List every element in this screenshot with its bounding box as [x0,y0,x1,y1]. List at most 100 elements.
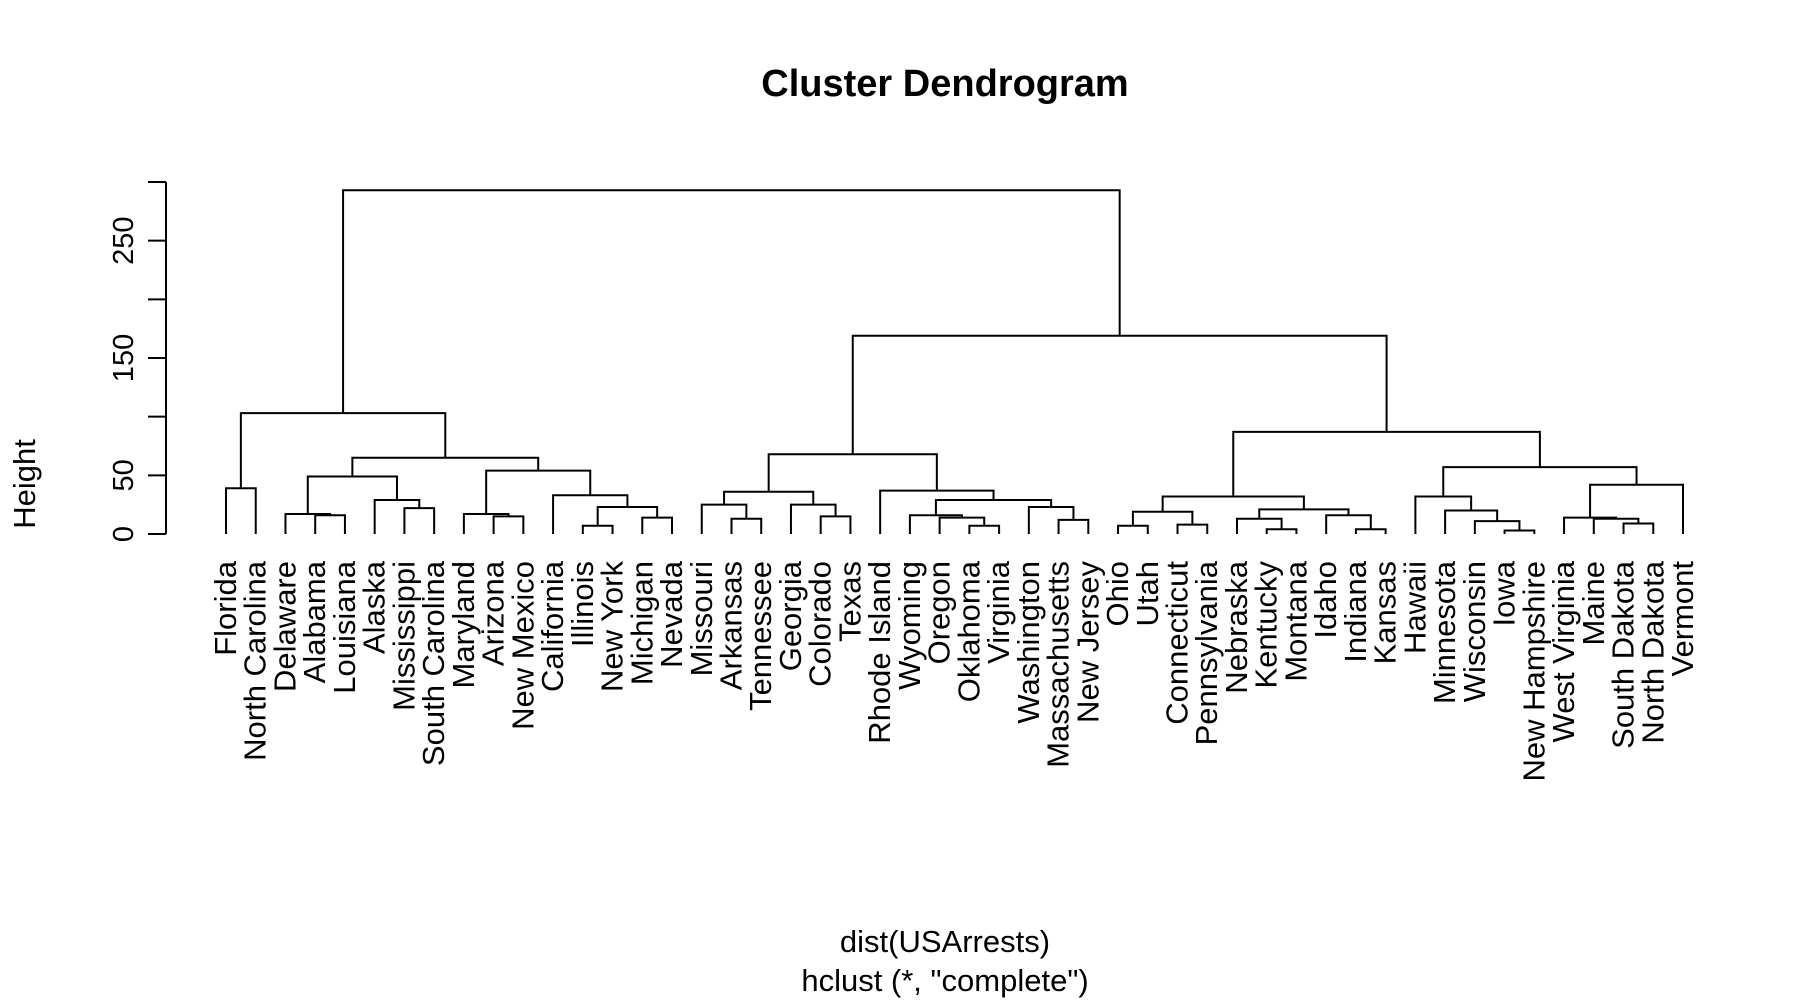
merge-9 [581,524,614,534]
merge-10 [641,516,674,534]
leaf-label-alaska: Alaska [357,560,392,654]
leaf-label-new-york: New York [595,561,630,692]
leaf-label-ohio: Ohio [1100,561,1135,626]
merge-6 [306,475,398,515]
leaf-label-tennessee: Tennessee [743,561,778,711]
leaf-label-california: California [535,560,570,692]
leaf-label-pennsylvania: Pennsylvania [1189,560,1224,745]
merge-39 [1473,520,1521,534]
leaf-label-maryland: Maryland [446,561,481,689]
y-axis: 0 50 150 250 [108,181,167,542]
merge-12 [552,494,629,534]
merge-33 [1235,517,1283,534]
y-tick-label-0: 0 [108,526,140,542]
merge-23 [908,514,963,534]
leaf-label-texas: Texas [832,561,867,642]
y-tick-label-250: 250 [108,216,140,264]
merge-27 [879,489,995,534]
leaf-label-maine: Maine [1576,561,1611,645]
y-axis-label: Height [7,439,42,529]
leaf-label-rhode-island: Rhode Island [862,561,897,744]
merge-20 [723,490,815,505]
merge-18 [819,515,852,534]
merge-41 [1414,495,1473,534]
merge-5 [373,498,421,534]
leaf-label-new-jersey: New Jersey [1070,561,1105,723]
leaf-label-wisconsin: Wisconsin [1457,561,1492,702]
leaf-label-colorado: Colorado [803,561,838,687]
leaf-label-wyoming: Wyoming [892,561,927,690]
leaf-label-new-hampshire: New Hampshire [1516,561,1551,782]
merge-4 [403,507,436,534]
leaf-label-arizona: Arizona [476,560,511,666]
leaf-label-nebraska: Nebraska [1219,560,1254,693]
leaf-label-idaho: Idaho [1308,561,1343,639]
merge-7 [492,515,525,534]
x-axis-label: dist(USArrests) [840,924,1050,959]
leaf-label-west-virginia: West Virginia [1546,560,1581,742]
leaf-label-arkansas: Arkansas [713,561,748,690]
leaf-label-oklahoma: Oklahoma [951,560,986,702]
merge-24 [1057,518,1090,534]
merge-31 [1131,510,1194,526]
merge-15 [239,412,447,489]
method-sublabel: hclust (*, "complete") [801,963,1088,998]
leaf-label-minnesota: Minnesota [1427,560,1462,704]
leaf-label-connecticut: Connecticut [1160,561,1195,725]
leaf-label-indiana: Indiana [1338,560,1373,662]
merge-21 [968,524,1001,534]
leaf-label-kentucky: Kentucky [1249,561,1284,689]
leaf-label-montana: Montana [1278,560,1313,681]
leaf-label-delaware: Delaware [267,561,302,692]
leaf-label-south-dakota: South Dakota [1606,560,1641,749]
merge-32 [1265,528,1298,534]
merge-1 [225,487,257,534]
merge-13 [485,469,592,515]
merge-38 [1503,529,1536,534]
merge-46 [1442,466,1638,497]
merge-47 [1232,430,1541,497]
merge-35 [1325,514,1372,534]
merge-3 [284,513,332,534]
leaf-label-washington: Washington [1011,561,1046,724]
leaf-label-nevada: Nevada [654,560,689,668]
leaf-label-louisiana: Louisiana [327,560,362,693]
y-tick-label-50: 50 [108,459,140,491]
leaf-label-south-carolina: South Carolina [416,560,451,766]
merge-11 [596,506,659,526]
leaf-label-utah: Utah [1130,561,1165,626]
merge-16 [730,517,763,534]
leaf-label-oregon: Oregon [922,561,957,664]
chart-title: Cluster Dendrogram [761,63,1128,105]
leaf-label-hawaii: Hawaii [1397,561,1432,654]
leaf-label-florida: Florida [208,560,243,656]
leaf-label-missouri: Missouri [684,561,719,676]
merge-19 [789,503,837,534]
leaf-label-kansas: Kansas [1368,561,1403,664]
merge-17 [700,503,748,534]
merge-42 [1622,522,1655,534]
leaf-label-vermont: Vermont [1665,561,1700,677]
dendrogram-branches [225,189,1684,534]
merge-2 [314,514,346,534]
merge-29 [1117,524,1149,534]
leaf-label-virginia: Virginia [981,560,1016,664]
merge-44 [1563,516,1618,534]
leaf-label-iowa: Iowa [1487,560,1522,626]
merge-49 [342,189,1121,414]
leaf-label-massachusetts: Massachusetts [1041,561,1076,768]
merge-34 [1354,528,1387,534]
merge-45 [1589,483,1684,534]
leaf-label-mississippi: Mississippi [386,561,421,711]
leaf-label-north-dakota: North Dakota [1635,560,1670,743]
leaf-label-illinois: Illinois [565,561,600,647]
merge-48 [851,334,1388,455]
merge-43 [1592,517,1640,534]
leaf-label-michigan: Michigan [624,561,659,685]
leaf-label-north-carolina: North Carolina [238,560,273,761]
y-tick-label-150: 150 [108,334,140,382]
leaf-label-new-mexico: New Mexico [505,561,540,730]
merge-14 [351,456,540,477]
